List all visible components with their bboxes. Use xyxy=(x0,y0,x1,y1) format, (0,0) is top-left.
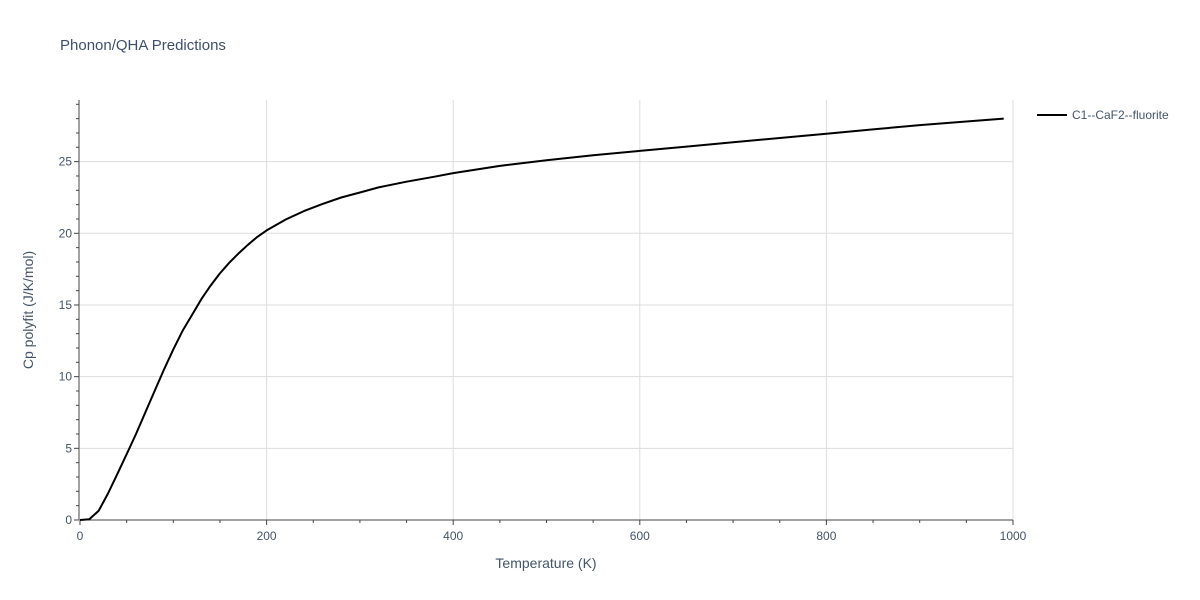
x-tick-label: 800 xyxy=(816,529,836,543)
grid xyxy=(80,100,1014,520)
y-axis-title: Cp polyfit (J/K/mol) xyxy=(20,251,36,369)
y-tick-label: 10 xyxy=(59,370,73,384)
x-tick-label: 400 xyxy=(443,529,463,543)
series-line[interactable] xyxy=(79,117,1004,521)
legend-label: C1--CaF2--fluorite xyxy=(1072,108,1169,122)
x-tick-label: 1000 xyxy=(1000,529,1027,543)
y-tick-label: 5 xyxy=(65,441,72,455)
chart-title: Phonon/QHA Predictions xyxy=(60,37,226,54)
y-tick-label: 25 xyxy=(59,155,73,169)
y-tick-label: 0 xyxy=(65,513,72,527)
x-tick-label: 600 xyxy=(630,529,650,543)
y-tick-label: 20 xyxy=(59,226,73,240)
legend[interactable]: C1--CaF2--fluorite xyxy=(1037,108,1169,122)
x-axis-title: Temperature (K) xyxy=(495,555,596,571)
plot-area xyxy=(79,117,1004,521)
axes: 0 200 400 600 800 1000 0 5 10 15 20 25 xyxy=(59,100,1027,543)
y-tick-label: 15 xyxy=(59,298,73,312)
x-tick-label: 200 xyxy=(257,529,277,543)
x-tick-label: 0 xyxy=(77,529,84,543)
